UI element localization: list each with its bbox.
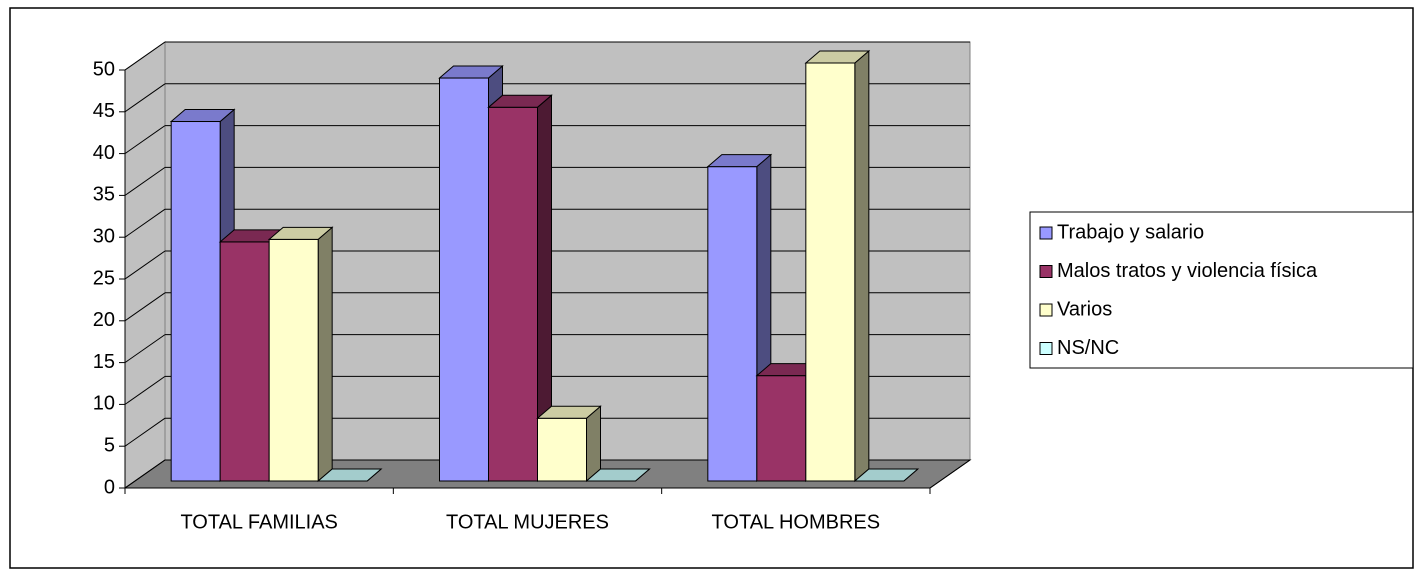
legend-label: Malos tratos y violencia física [1057, 260, 1318, 282]
grid-line [124, 417, 166, 447]
x-tick-label: TOTAL HOMBRES [712, 511, 881, 533]
y-tick-label: 45 [93, 100, 115, 122]
bar-top [585, 468, 651, 482]
bar-top [706, 154, 773, 168]
bar-top [853, 468, 920, 482]
bar [268, 238, 319, 482]
bar-top [487, 94, 553, 108]
legend-swatch [1039, 226, 1053, 240]
y-tick-label: 50 [93, 58, 115, 80]
legend-swatch [1039, 342, 1053, 355]
bar [488, 106, 538, 482]
grid-line [124, 375, 166, 405]
grid-line [124, 250, 166, 280]
bar-top [804, 50, 871, 64]
bar-top [536, 405, 602, 419]
bar [537, 417, 587, 482]
y-tick-label: 15 [93, 351, 115, 373]
grid-line [124, 125, 166, 155]
legend-label: Trabajo y salario [1057, 221, 1204, 243]
grid-line [124, 166, 166, 196]
bar [170, 121, 221, 482]
x-tick-label: TOTAL FAMILIAS [180, 511, 337, 533]
grid-line [124, 208, 166, 238]
bar [756, 375, 807, 482]
legend-swatch [1039, 265, 1053, 278]
y-tick-label: 30 [93, 225, 115, 247]
legend-box [1029, 211, 1414, 369]
x-tick-label: TOTAL MUJERES [446, 511, 609, 533]
y-tick-label: 0 [104, 476, 115, 498]
y-tick-label: 25 [93, 267, 115, 289]
legend-label: Varios [1057, 298, 1112, 320]
legend: Trabajo y salario Malos tratos y violenci… [1029, 211, 1414, 369]
y-tick-label: 10 [93, 393, 115, 415]
bar-top [267, 226, 334, 240]
x-axis-depth [929, 459, 971, 489]
y-tick-label: 20 [93, 309, 115, 331]
y-tick-label: 5 [104, 434, 115, 456]
bar [439, 77, 489, 482]
legend-swatch [1039, 303, 1053, 317]
grid-line [124, 83, 166, 113]
bar-top [169, 109, 236, 123]
grid-line [124, 334, 166, 364]
plot-area: 0 5 10 15 20 25 30 35 40 45 50 TOTAL FAMILIAS TOTAL … [93, 41, 972, 533]
bar-top [438, 65, 504, 79]
bar [219, 241, 270, 482]
y-tick-label: 35 [93, 184, 115, 206]
grid-line [124, 41, 166, 71]
grid-line [124, 292, 166, 322]
bar-side [586, 405, 601, 483]
bar-top [316, 468, 383, 482]
bar-side [854, 49, 870, 483]
legend-label: NS/NC [1057, 337, 1119, 359]
bar-side [317, 226, 333, 483]
y-tick-label: 40 [93, 142, 115, 164]
grid-line [124, 459, 166, 489]
bar [707, 166, 758, 482]
bar [805, 62, 856, 482]
